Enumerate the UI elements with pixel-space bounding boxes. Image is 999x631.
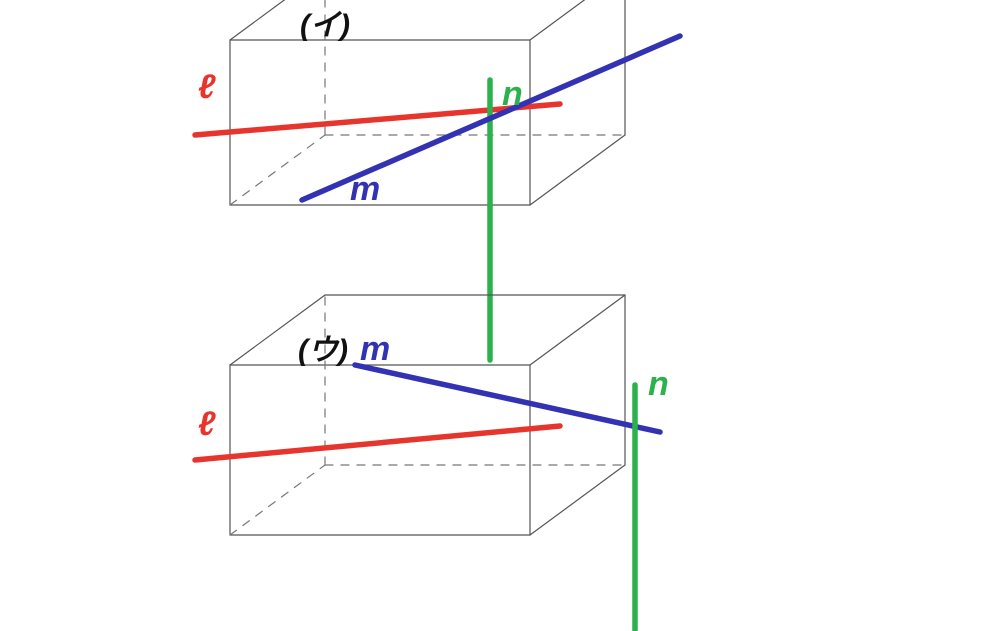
diagram-u: (ウ) ℓ m n — [195, 295, 669, 630]
box-edge-solid — [530, 295, 625, 365]
line-l — [195, 426, 560, 460]
diagram-i: (イ) ℓ m n — [195, 0, 680, 360]
label-n: n — [502, 75, 523, 113]
diagram-stage: (イ) ℓ m n (ウ) ℓ m n — [0, 0, 999, 631]
label-n: n — [648, 365, 669, 403]
caption-i: (イ) — [300, 9, 350, 42]
box-edge-solid — [530, 465, 625, 535]
box-edge-dashed — [230, 465, 325, 535]
caption-u: (ウ) — [298, 334, 348, 367]
label-l: ℓ — [198, 68, 216, 106]
label-m: m — [350, 170, 380, 208]
line-m — [355, 365, 660, 432]
box-edge-solid — [530, 0, 625, 40]
label-l: ℓ — [198, 405, 216, 443]
label-m: m — [360, 330, 390, 368]
box-edge-solid — [530, 135, 625, 205]
